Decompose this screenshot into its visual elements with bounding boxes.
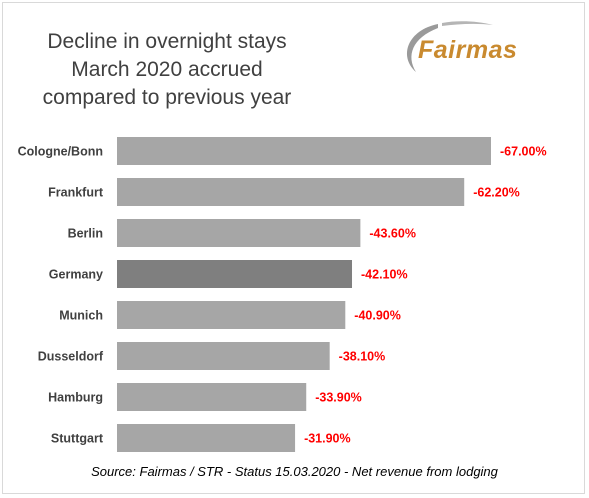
category-label: Munich [59,309,103,323]
chart-frame [2,2,585,494]
fairmas-logo: Fairmas [398,16,548,86]
chart-title: Decline in overnight stays March 2020 ac… [22,28,312,112]
category-label: Germany [49,268,103,282]
title-line-1: Decline in overnight stays [47,30,287,53]
bar-cologne-bonn [117,137,491,165]
title-line-2: March 2020 accrued [71,58,263,81]
bar-germany [117,260,353,288]
value-label: -40.90% [354,309,401,323]
bar-dusseldorf [117,342,330,370]
category-label: Berlin [68,227,103,241]
category-label: Hamburg [48,391,103,405]
category-label: Frankfurt [48,186,104,200]
value-label: -33.90% [315,391,362,405]
logo-text: Fairmas [418,36,518,64]
category-label: Dusseldorf [38,350,104,364]
value-label: -31.90% [304,432,351,446]
value-label: -67.00% [500,145,547,159]
value-label: -43.60% [369,227,416,241]
source-note: Source: Fairmas / STR - Status 15.03.202… [91,464,498,479]
value-label: -42.10% [361,268,408,282]
category-label: Cologne/Bonn [18,145,103,159]
bar-hamburg [117,383,307,411]
logo-swoosh-icon [407,21,493,72]
bar-munich [117,301,346,329]
value-label: -62.20% [473,186,520,200]
bar-frankfurt [117,178,465,206]
bar-berlin [117,219,361,247]
value-label: -38.10% [339,350,386,364]
title-line-3: compared to previous year [42,86,292,109]
category-label: Stuttgart [51,432,104,446]
bar-stuttgart [117,424,296,452]
